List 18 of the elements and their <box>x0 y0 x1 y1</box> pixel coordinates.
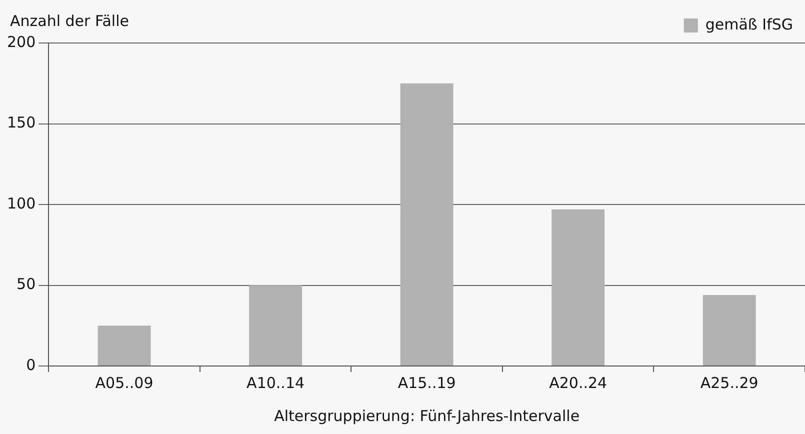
bar <box>702 294 756 366</box>
bar <box>400 83 454 366</box>
bar <box>249 285 302 366</box>
x-axis-title: Altersgruppierung: Fünf-Jahres-Intervalle <box>274 406 580 425</box>
y-tick-label: 200 <box>6 32 36 51</box>
y-tick-label: 150 <box>6 114 36 132</box>
bar <box>98 326 151 366</box>
bar <box>552 209 605 366</box>
legend-label: gemäß IfSG <box>705 15 794 34</box>
y-tick-label: 50 <box>16 275 36 294</box>
x-tick-label: A20..24 <box>549 374 608 392</box>
x-tick-label: A05..09 <box>95 374 154 392</box>
y-axis-title: Anzahl der Fälle <box>10 12 129 30</box>
y-tick-label: 0 <box>26 356 36 374</box>
y-tick-label: 100 <box>6 194 36 212</box>
x-tick-label: A15..19 <box>398 374 456 392</box>
x-tick-label: A25..29 <box>700 374 758 392</box>
x-tick-label: A10..14 <box>246 374 305 392</box>
